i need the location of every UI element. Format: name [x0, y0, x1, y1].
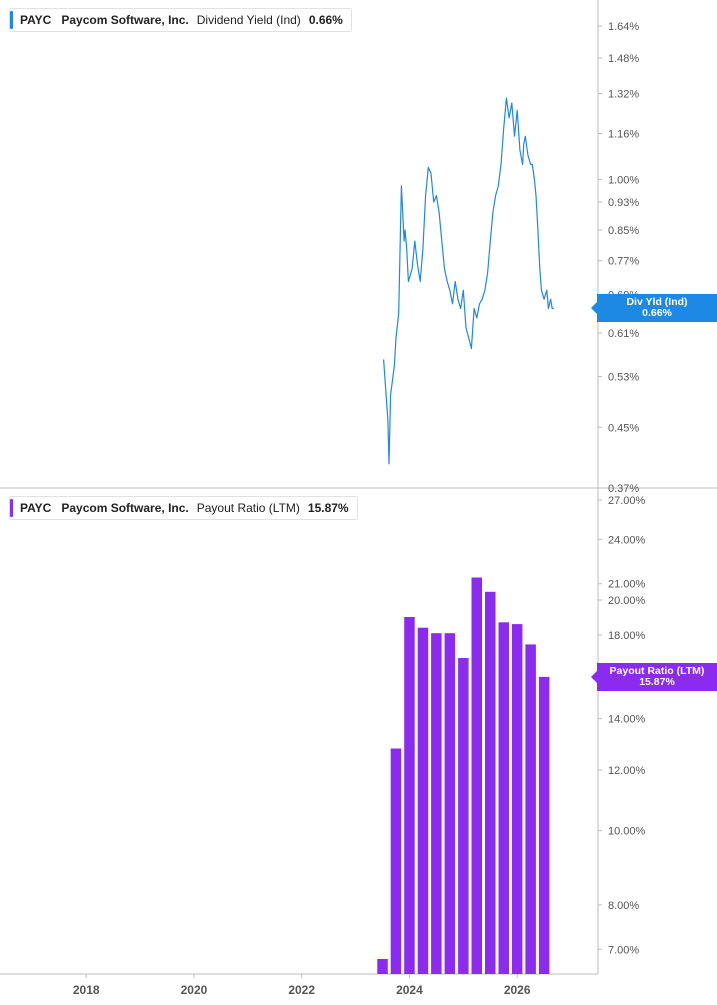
payout-tag-value: 15.87% [639, 675, 675, 688]
yield-ytick-label: 0.85% [608, 225, 639, 237]
payout-ratio-bar [538, 676, 550, 974]
yield-ytick-label: 1.00% [608, 175, 639, 187]
payout-ratio-bar [511, 624, 523, 974]
payout-ratio-bar [525, 644, 536, 974]
payout-ytick-label: 20.00% [608, 595, 646, 607]
payout-ytick-label: 18.00% [608, 630, 646, 642]
yield-ytick-label: 0.77% [608, 256, 639, 268]
payout-ytick-label: 10.00% [608, 826, 646, 838]
x-tick-label: 2018 [73, 983, 100, 997]
yield-ytick-label: 0.61% [608, 328, 639, 340]
payout-ratio-bar [417, 627, 429, 974]
payout-ratio-bar [471, 577, 482, 974]
payout-ytick-label: 24.00% [608, 534, 646, 546]
payout-legend-value: 15.87% [307, 501, 349, 515]
payout-ratio-bar [444, 633, 456, 974]
payout-legend: PAYC Paycom Software, Inc. Payout Ratio … [9, 496, 358, 520]
yield-legend-value: 0.66% [308, 13, 343, 27]
yield-ytick-label: 0.37% [608, 483, 639, 495]
payout-ytick-label: 27.00% [608, 495, 646, 507]
payout-ytick-label: 21.00% [608, 579, 646, 591]
yield-ytick-label: 1.16% [608, 129, 639, 141]
yield-legend-metric: Dividend Yield (Ind) [196, 13, 301, 27]
yield-ytick-label: 1.48% [608, 53, 639, 65]
payout-ratio-bar [404, 617, 415, 974]
payout-ytick-label: 14.00% [608, 714, 646, 726]
x-tick-label: 2020 [181, 983, 208, 997]
payout-tag-label: Payout Ratio (LTM) [609, 664, 705, 677]
yield-legend-company: Paycom Software, Inc. [61, 13, 189, 27]
yield-ytick-label: 0.45% [608, 422, 639, 434]
yield-tag-label: Div Yld (Ind) [626, 296, 688, 309]
yield-legend: PAYC Paycom Software, Inc. Dividend Yiel… [9, 8, 352, 32]
x-tick-label: 2026 [504, 983, 531, 997]
yield-value-tag: Div Yld (Ind) 0.66% [591, 294, 717, 323]
yield-tag-value: 0.66% [642, 307, 672, 320]
payout-ratio-bar [390, 748, 402, 974]
payout-ratio-bar [431, 633, 442, 974]
yield-ytick-label: 0.53% [608, 372, 639, 384]
payout-legend-metric: Payout Ratio (LTM) [196, 501, 300, 515]
yield-ytick-label: 1.64% [608, 21, 639, 33]
x-tick-label: 2022 [288, 983, 315, 997]
payout-ratio-bar [458, 658, 469, 974]
payout-ytick-label: 7.00% [608, 944, 639, 956]
payout-ratio-bar [485, 591, 496, 974]
payout-ytick-label: 8.00% [608, 900, 639, 912]
payout-value-tag: Payout Ratio (LTM) 15.87% [591, 662, 717, 691]
dividend-yield-line [383, 97, 554, 465]
payout-legend-company: Paycom Software, Inc. [61, 501, 189, 515]
payout-ratio-bar [377, 959, 388, 974]
payout-ytick-label: 12.00% [608, 765, 646, 777]
payout-ratio-bar [498, 622, 509, 974]
payout-legend-swatch [10, 499, 13, 517]
x-tick-label: 2024 [396, 983, 423, 997]
yield-ytick-label: 1.32% [608, 88, 639, 100]
yield-ytick-label: 0.93% [608, 197, 639, 209]
yield-legend-swatch [10, 11, 13, 29]
yield-legend-ticker: PAYC [20, 13, 52, 27]
payout-legend-ticker: PAYC [20, 501, 52, 515]
